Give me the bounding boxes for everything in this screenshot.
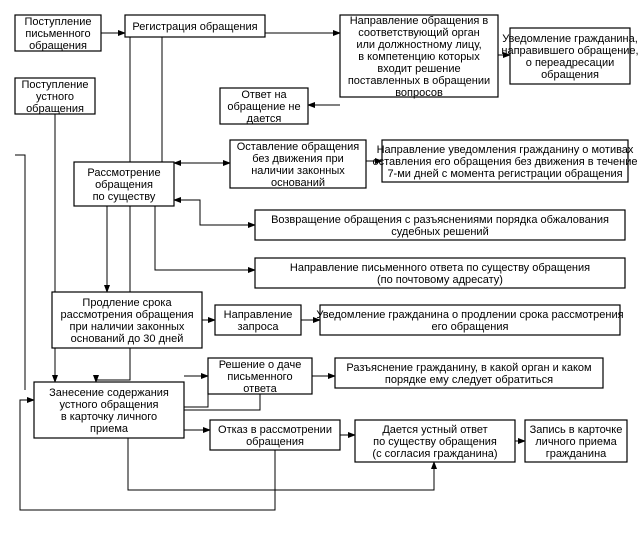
node-label: по существу — [93, 191, 156, 203]
node-label: Отказ в рассмотрении — [218, 424, 332, 436]
node-label: вопросов — [395, 87, 443, 99]
edge-e11 — [155, 206, 255, 270]
node-label: (по почтовому адресату) — [377, 274, 503, 286]
node-label: Уведомление гражданина о продлении срока… — [316, 309, 623, 321]
node-label: порядке ему следует обратиться — [385, 374, 553, 386]
node-label: (с согласия гражданина) — [372, 448, 497, 460]
node-n5: Поступлениеустногообращения — [15, 78, 95, 115]
node-label: оставления его обращения без движения в … — [372, 156, 637, 168]
node-n17: Занесение содержанияустного обращенияв к… — [34, 382, 184, 438]
edge-e6 — [162, 37, 174, 174]
node-label: Оставление обращения — [237, 141, 360, 153]
flowchart: ПоступлениеписьменногообращенияРегистрац… — [0, 0, 643, 542]
node-label: Разъяснение гражданину, в какой орган и … — [346, 362, 591, 374]
node-n16: Разъяснение гражданину, в какой орган и … — [335, 358, 603, 388]
node-label: устного — [36, 91, 74, 103]
node-label: гражданина — [546, 448, 607, 460]
node-label: Возвращение обращения с разъяснениями по… — [271, 214, 609, 226]
node-n12: Продление срокарассмотрения обращенияпри… — [52, 292, 202, 348]
node-n6: Ответ наобращение недается — [220, 88, 308, 125]
node-label: рассмотрения обращения — [60, 309, 193, 321]
node-label: письменного — [227, 371, 292, 383]
node-label: обращения — [29, 40, 87, 52]
node-n1: Поступлениеписьменногообращения — [15, 15, 101, 52]
node-label: обращения — [246, 436, 304, 448]
edge-e15 — [184, 376, 208, 407]
node-label: Уведомление гражданина, — [502, 33, 638, 45]
node-n19: Дается устный ответпо существу обращения… — [355, 420, 515, 462]
node-label: поставленных в обращении — [348, 75, 490, 87]
node-label: судебных решений — [391, 226, 488, 238]
node-label: Ответ на — [241, 89, 287, 101]
node-label: ответа — [243, 383, 277, 395]
edge-e23 — [184, 394, 260, 410]
node-label: обращения — [95, 179, 153, 191]
node-label: Дается устный ответ — [382, 424, 487, 436]
node-label: Направление письменного ответа по сущест… — [290, 262, 590, 274]
node-label: Направление — [224, 309, 293, 321]
node-label: Рассмотрение — [87, 167, 160, 179]
node-n15: Решение о дачеписьменногоответа — [208, 358, 312, 395]
node-label: 7-ми дней с момента регистрации обращени… — [387, 168, 622, 180]
edge-e22 — [15, 155, 25, 390]
node-label: приема — [90, 423, 129, 435]
node-label: Направление уведомления гражданину о мот… — [377, 144, 634, 156]
node-label: письменного — [25, 28, 90, 40]
node-n3: Направление обращения всоответствующий о… — [340, 15, 498, 99]
node-n2: Регистрация обращения — [125, 15, 265, 37]
node-n20: Запись в карточкеличного приемагражданин… — [525, 420, 627, 462]
node-n10: Возвращение обращения с разъяснениями по… — [255, 210, 625, 240]
node-label: соответствующий орган — [358, 27, 480, 39]
node-label: запроса — [238, 321, 280, 333]
node-n4: Уведомление гражданина,направившего обра… — [501, 28, 638, 84]
node-label: обращения — [26, 103, 84, 115]
node-label: при наличии законных — [70, 321, 185, 333]
node-label: обращения — [541, 69, 599, 81]
node-label: оснований до 30 дней — [71, 333, 184, 345]
node-n9: Рассмотрениеобращенияпо существу — [74, 162, 174, 206]
node-n18: Отказ в рассмотренииобращения — [210, 420, 340, 450]
node-label: Регистрация обращения — [132, 21, 257, 33]
node-label: о переадресации — [526, 57, 614, 69]
node-label: направившего обращение, — [501, 45, 638, 57]
node-label: оснований — [271, 177, 325, 189]
node-label: личного приема — [535, 436, 617, 448]
node-label: Запись в карточке — [530, 424, 623, 436]
node-label: устного обращения — [60, 399, 159, 411]
node-label: Поступление — [24, 16, 91, 28]
node-label: его обращения — [432, 321, 509, 333]
node-label: обращение не — [227, 101, 300, 113]
node-label: или должностному лицу, — [356, 39, 481, 51]
node-label: наличии законных — [251, 165, 345, 177]
node-label: в компетенцию которых — [358, 51, 480, 63]
node-label: без движения при — [252, 153, 344, 165]
node-n13: Направлениезапроса — [215, 305, 301, 335]
node-n14: Уведомление гражданина о продлении срока… — [316, 305, 623, 335]
node-n11: Направление письменного ответа по сущест… — [255, 258, 625, 288]
node-n8: Направление уведомления гражданину о мот… — [372, 140, 637, 182]
node-label: Продление срока — [82, 297, 172, 309]
node-label: Поступление — [21, 79, 88, 91]
node-label: Решение о даче — [219, 359, 302, 371]
node-label: Направление обращения в — [350, 15, 489, 27]
node-n7: Оставление обращениябез движения принали… — [230, 140, 366, 189]
node-label: входит решение — [377, 63, 460, 75]
node-label: дается — [247, 113, 282, 125]
node-label: в карточку личного — [61, 411, 157, 423]
node-label: по существу обращения — [373, 436, 497, 448]
node-label: Занесение содержания — [49, 387, 169, 399]
edge-e10 — [174, 200, 255, 225]
